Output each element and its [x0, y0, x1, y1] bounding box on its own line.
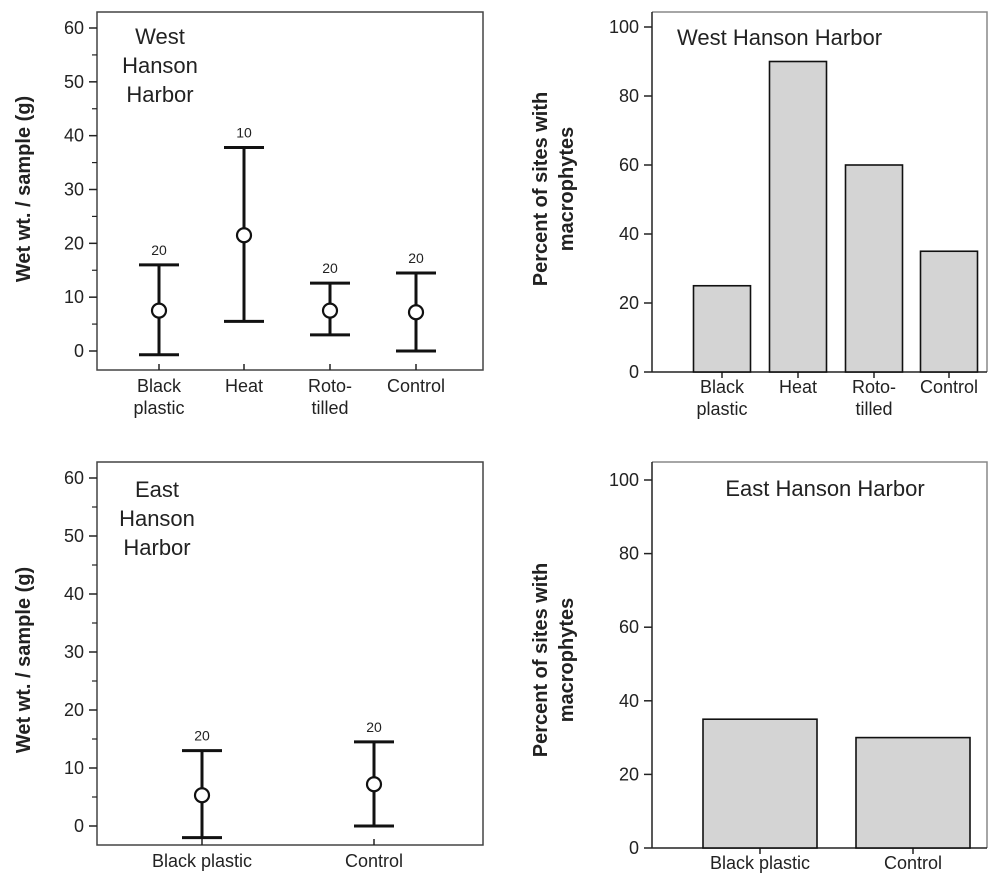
bar [844, 164, 904, 373]
y-tick-label: 10 [64, 287, 84, 307]
y-tick-label: 0 [74, 816, 84, 836]
y-tick-label: 40 [619, 224, 639, 244]
mean-point [321, 302, 339, 319]
y-tick-label: 10 [64, 758, 84, 778]
y-tick-label: 50 [64, 526, 84, 546]
x-tick-label: Control [884, 853, 942, 873]
x-tick-label: Black [700, 377, 745, 397]
y-tick-label: 20 [64, 233, 84, 253]
panel-title: Hanson [119, 506, 195, 531]
x-tick-label: Black plastic [710, 853, 810, 873]
panel-title: East [135, 477, 179, 502]
x-tick-label: Black [137, 376, 182, 396]
y-axis-label: macrophytes [556, 598, 578, 723]
panel-p2: 0 20 40 60 80 100 Percent of sites with macroph… [530, 11, 988, 419]
y-tick-label: 20 [619, 764, 639, 784]
y-tick-label: 30 [64, 642, 84, 662]
panel-title: Harbor [126, 82, 193, 107]
panel-title: Hanson [122, 53, 198, 78]
mean-point [365, 776, 383, 793]
x-tick-label: Roto- [852, 377, 896, 397]
x-tick-label: plastic [696, 399, 747, 419]
y-tick-label: 60 [64, 468, 84, 488]
x-tick-label: tilled [855, 399, 892, 419]
sample-size-label: 20 [408, 250, 424, 266]
plot-frame [652, 461, 988, 848]
y-tick-label: 40 [64, 584, 84, 604]
y-axis-label: Percent of sites with [530, 92, 552, 287]
panel-p4: 0 20 40 60 80 100 Percent of sites with macroph… [530, 461, 988, 873]
x-tick-label: Heat [225, 376, 263, 396]
x-tick-label: plastic [133, 398, 184, 418]
sample-size-label: 20 [194, 728, 210, 744]
bar [855, 736, 971, 849]
y-tick-label: 0 [629, 362, 639, 382]
panel-p1: 0 10 20 30 40 50 60 Wet wt. / sample (g) West Han… [13, 11, 484, 418]
bar [919, 250, 979, 373]
sample-size-label: 20 [151, 242, 167, 258]
y-axis-label: macrophytes [556, 127, 578, 252]
y-tick-label: 0 [74, 341, 84, 361]
y-tick-label: 100 [609, 17, 639, 37]
y-tick-label: 40 [64, 126, 84, 146]
bar [768, 60, 828, 373]
y-tick-label: 80 [619, 86, 639, 106]
panel-p3: 0 10 20 30 40 50 60 Wet wt. / sample (g) East Han… [13, 461, 484, 871]
y-axis-label: Wet wt. / sample (g) [13, 96, 35, 282]
plot-frame [96, 461, 484, 846]
x-tick-label: Heat [779, 377, 817, 397]
y-tick-label: 40 [619, 691, 639, 711]
x-tick-label: Black plastic [152, 851, 252, 871]
sample-size-label: 20 [366, 719, 382, 735]
y-tick-label: 80 [619, 544, 639, 564]
y-tick-label: 60 [619, 617, 639, 637]
plot-frame [96, 11, 484, 371]
mean-point [235, 227, 253, 244]
y-tick-label: 50 [64, 72, 84, 92]
y-tick-label: 60 [619, 155, 639, 175]
mean-point [407, 304, 425, 321]
panel-title: West Hanson Harbor [677, 25, 882, 50]
x-tick-label: tilled [311, 398, 348, 418]
plot-frame [652, 11, 988, 372]
panel-title: East Hanson Harbor [725, 476, 924, 501]
y-tick-label: 100 [609, 470, 639, 490]
bar [692, 284, 752, 373]
y-tick-label: 20 [64, 700, 84, 720]
x-tick-label: Control [345, 851, 403, 871]
sample-size-label: 20 [322, 260, 338, 276]
x-tick-label: Control [920, 377, 978, 397]
y-tick-label: 30 [64, 180, 84, 200]
y-axis-label: Wet wt. / sample (g) [13, 567, 35, 753]
y-tick-label: 60 [64, 18, 84, 38]
mean-point [193, 787, 211, 804]
y-axis-label: Percent of sites with [530, 563, 552, 758]
y-tick-label: 20 [619, 293, 639, 313]
mean-point [150, 302, 168, 319]
panel-title: Harbor [123, 535, 190, 560]
bar [702, 718, 818, 849]
panel-title: West [135, 24, 185, 49]
sample-size-label: 10 [236, 125, 252, 141]
x-tick-label: Control [387, 376, 445, 396]
y-tick-label: 0 [629, 838, 639, 858]
x-tick-label: Roto- [308, 376, 352, 396]
